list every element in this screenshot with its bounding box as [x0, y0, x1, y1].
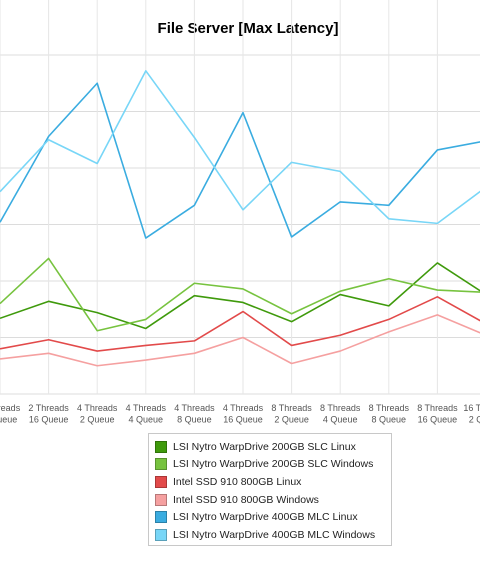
- x-tick-label: 8 Threads 2 Queue: [271, 403, 312, 425]
- x-tick-label: 8 Threads 4 Queue: [320, 403, 361, 425]
- legend-swatch: [155, 493, 167, 506]
- x-tick-label: 8 Threads 8 Queue: [369, 403, 410, 425]
- legend-label: LSI Nytro WarpDrive 400GB MLC Windows: [173, 528, 376, 541]
- legend-item: Intel SSD 910 800GB Linux: [155, 473, 385, 491]
- series-line-2: [0, 257, 480, 332]
- legend-swatch: [155, 440, 167, 453]
- legend-item: LSI Nytro WarpDrive 400GB MLC Linux: [155, 508, 385, 526]
- series-line-4: [0, 314, 480, 367]
- x-tick-label: 4 Threads 8 Queue: [174, 403, 215, 425]
- gridlines: [0, 0, 480, 395]
- x-tick-label: 8 Threads 16 Queue: [417, 403, 458, 425]
- legend-item: LSI Nytro WarpDrive 200GB SLC Windows: [155, 456, 385, 474]
- x-tick-label: 4 Threads 2 Queue: [77, 403, 118, 425]
- x-tick-label: 4 Threads 16 Queue: [223, 403, 264, 425]
- legend-swatch: [155, 475, 167, 488]
- legend-swatch: [155, 458, 167, 471]
- legend-label: Intel SSD 910 800GB Windows: [173, 493, 319, 506]
- legend-item: Intel SSD 910 800GB Windows: [155, 491, 385, 509]
- legend-item: LSI Nytro WarpDrive 400GB MLC Windows: [155, 526, 385, 544]
- series-lines: [0, 70, 480, 367]
- series-line-5: [0, 82, 480, 239]
- legend-item: LSI Nytro WarpDrive 200GB SLC Linux: [155, 438, 385, 456]
- legend-label: LSI Nytro WarpDrive 400GB MLC Linux: [173, 511, 358, 524]
- legend-swatch: [155, 511, 167, 524]
- x-tick-label: 2 Threads 16 Queue: [28, 403, 69, 425]
- x-tick-label: 4 Threads 4 Queue: [126, 403, 167, 425]
- series-line-1: [0, 262, 480, 330]
- legend-label: LSI Nytro WarpDrive 200GB SLC Windows: [173, 458, 374, 471]
- legend-swatch: [155, 528, 167, 541]
- series-line-6: [0, 70, 480, 225]
- legend-label: LSI Nytro WarpDrive 200GB SLC Linux: [173, 440, 356, 453]
- chart-title: File Server [Max Latency]: [157, 20, 339, 37]
- series-line-3: [0, 296, 480, 352]
- legend-label: Intel SSD 910 800GB Linux: [173, 475, 302, 488]
- legend: LSI Nytro WarpDrive 200GB SLC Linux LSI N…: [148, 433, 392, 546]
